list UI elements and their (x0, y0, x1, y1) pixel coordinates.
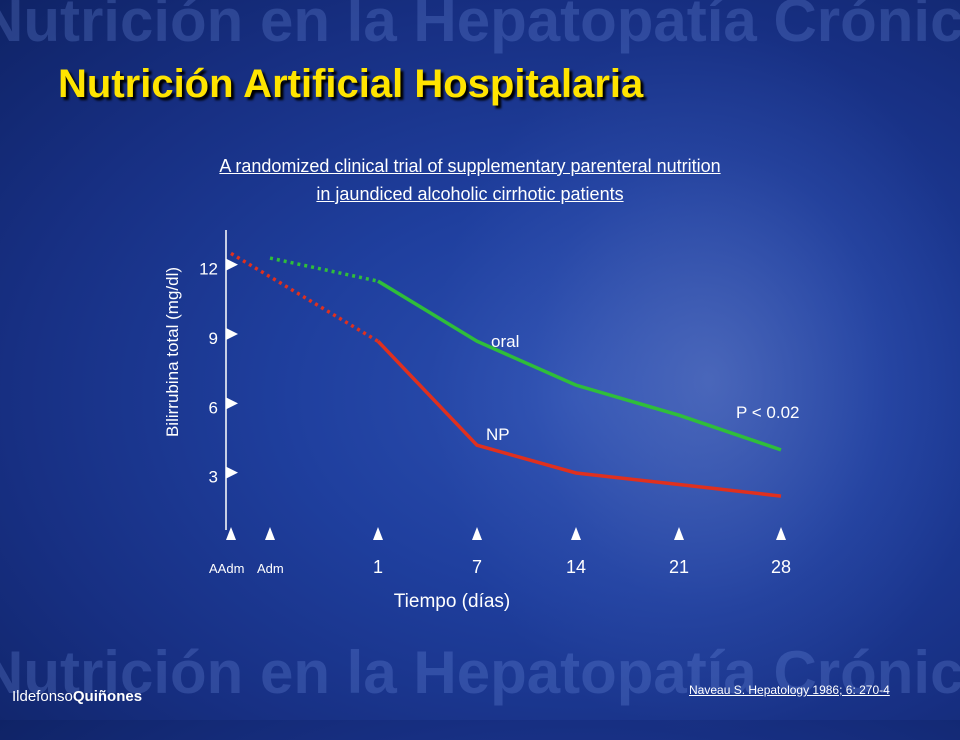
logo-part-2: Quiñones (72, 688, 143, 705)
x-tick-marker (776, 527, 786, 540)
p-value-annotation: P < 0.02 (736, 403, 800, 422)
x-tick-marker (674, 527, 684, 540)
x-tick-marker (472, 527, 482, 540)
series-label-oral: oral (491, 332, 519, 351)
x-tick-label: 21 (669, 557, 689, 577)
series-label-np: NP (486, 425, 510, 444)
x-tick-label: 7 (472, 557, 482, 577)
series-oral-dotted-line (269, 256, 379, 283)
y-tick-label: 6 (209, 398, 218, 417)
x-tick-marker (265, 527, 275, 540)
slide-title: Nutrición Artificial Hospitalaria (58, 62, 644, 106)
x-tick-marker (373, 527, 383, 540)
y-axis-label: Bilirrubina total (mg/dl) (163, 267, 182, 437)
y-tick-marker (226, 466, 238, 479)
x-axis-label: Tiempo (días) (394, 591, 511, 612)
y-tick-label: 12 (199, 260, 218, 279)
y-tick-label: 9 (209, 329, 218, 348)
watermark-bottom: Nutrición en la Hepatopatía Crónica (0, 639, 960, 706)
x-tick-marker (571, 527, 581, 540)
x-tick-marker (226, 527, 236, 540)
x-tick-label: 1 (373, 557, 383, 577)
y-tick-marker (226, 328, 238, 340)
subtitle-line-2: in jaundiced alcoholic cirrhotic patient… (316, 184, 624, 204)
series-np-dotted-line (230, 251, 379, 343)
y-tick-label: 3 (209, 468, 218, 487)
x-tick-label: Adm (257, 561, 284, 576)
series-oral-line (377, 279, 782, 452)
bilirubin-line-chart: Bilirrubina total (mg/dl) Tiempo (días) … (163, 251, 800, 612)
y-tick-marker (226, 258, 238, 271)
subtitle-line-1: A randomized clinical trial of supplemen… (219, 156, 721, 176)
series-np-line (376, 340, 782, 498)
x-tick-label: AAdm (209, 561, 244, 576)
watermark-top: Nutrición en la Hepatopatía Crónica (0, 0, 960, 54)
y-tick-marker (226, 397, 238, 410)
logo-part-1: Ildefonso (12, 688, 73, 705)
x-tick-label: 28 (771, 557, 791, 577)
x-tick-label: 14 (566, 557, 586, 577)
background-glow (430, 20, 960, 740)
citation: Naveau S. Hepatology 1986; 6: 270-4 (689, 683, 890, 697)
brand-logo: IldefonsoQuiñones (12, 688, 142, 705)
